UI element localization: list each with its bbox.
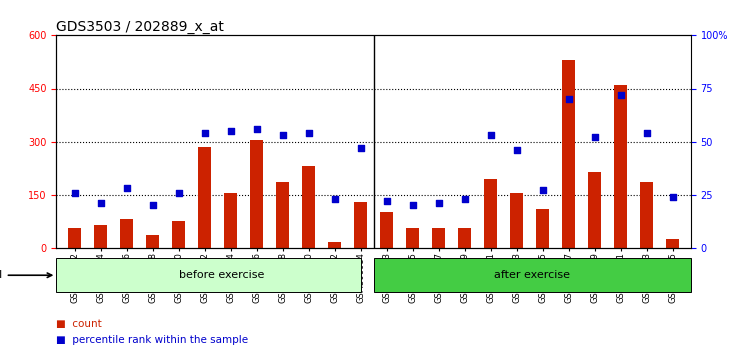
Bar xyxy=(562,60,575,248)
Point xyxy=(614,92,626,98)
Bar xyxy=(94,225,107,248)
Bar xyxy=(380,212,393,248)
Bar xyxy=(614,85,627,248)
Bar xyxy=(484,179,497,248)
Bar xyxy=(146,235,159,248)
Point xyxy=(276,132,288,138)
Point xyxy=(537,188,549,193)
Point xyxy=(329,196,341,202)
Bar xyxy=(666,239,679,248)
Bar xyxy=(406,228,419,248)
Text: GDS3503 / 202889_x_at: GDS3503 / 202889_x_at xyxy=(56,21,225,34)
Bar xyxy=(250,140,263,248)
Bar xyxy=(172,221,185,248)
Text: before exercise: before exercise xyxy=(179,270,264,280)
Bar xyxy=(120,219,133,248)
Bar xyxy=(536,209,549,248)
Point xyxy=(381,198,393,204)
Bar xyxy=(224,193,237,248)
Point xyxy=(484,132,496,138)
Bar xyxy=(56,258,360,292)
Text: after exercise: after exercise xyxy=(494,270,570,280)
Bar xyxy=(198,147,211,248)
Bar xyxy=(302,166,315,248)
Point xyxy=(225,128,237,134)
Point xyxy=(121,185,133,191)
Point xyxy=(354,145,366,151)
Point xyxy=(641,130,653,136)
Bar xyxy=(458,228,471,248)
Point xyxy=(433,200,445,206)
Point xyxy=(511,147,523,153)
Bar xyxy=(354,202,367,248)
Bar xyxy=(432,228,445,248)
Point xyxy=(562,96,575,102)
Point xyxy=(173,190,185,195)
Point xyxy=(95,200,107,206)
Point xyxy=(198,130,210,136)
Text: ■  count: ■ count xyxy=(56,319,102,329)
Point xyxy=(667,194,679,200)
Point xyxy=(68,190,80,195)
Point xyxy=(406,202,418,208)
Text: protocol: protocol xyxy=(0,270,52,280)
Point xyxy=(146,202,158,208)
Point xyxy=(251,126,263,132)
Point xyxy=(303,130,315,136)
Bar xyxy=(373,258,691,292)
Point xyxy=(589,135,601,140)
Bar xyxy=(510,193,523,248)
Text: ■  percentile rank within the sample: ■ percentile rank within the sample xyxy=(56,335,249,345)
Point xyxy=(459,196,471,202)
Bar xyxy=(640,182,653,248)
Bar xyxy=(588,172,602,248)
Bar xyxy=(328,242,341,248)
Bar xyxy=(276,182,289,248)
Bar xyxy=(68,228,81,248)
